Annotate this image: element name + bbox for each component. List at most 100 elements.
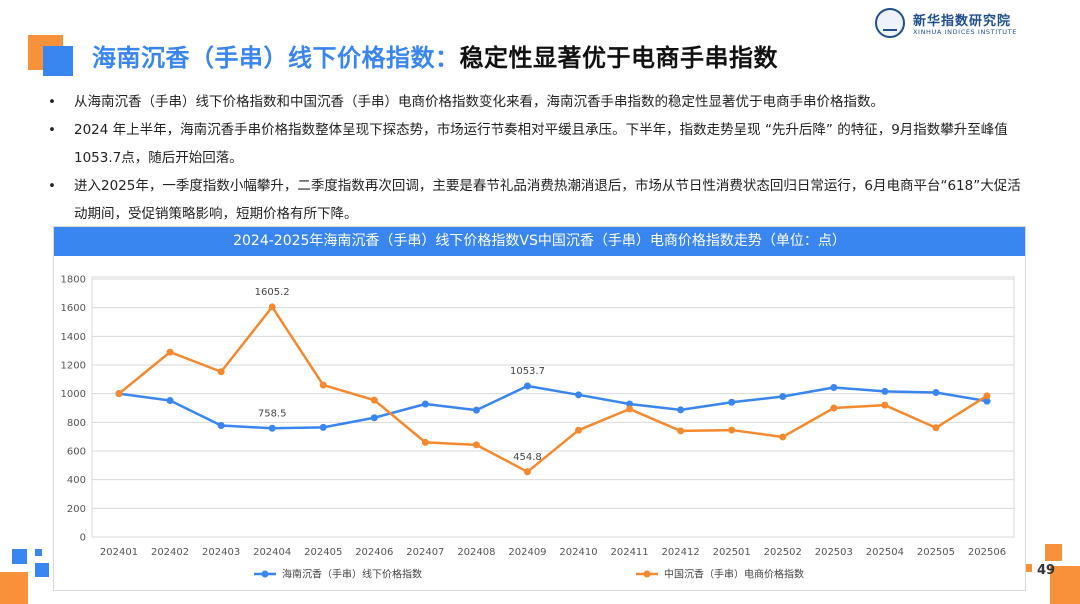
- data-label: 454.8: [513, 452, 542, 463]
- data-point-series2: [575, 426, 583, 434]
- bullet-marker: •: [48, 122, 56, 138]
- legend-label: 中国沉香（手串）电商价格指数: [664, 568, 804, 581]
- data-point-series2: [166, 348, 174, 356]
- data-point-series2: [728, 426, 736, 434]
- data-point-series2: [677, 427, 685, 435]
- bullet-item: • 从海南沉香（手串）线下价格指数和中国沉香（手串）电商价格指数变化来看，海南沉香…: [48, 88, 1028, 116]
- data-label: 758.5: [258, 408, 287, 419]
- page-title-part1: 海南沉香（手串）线下价格指数：: [92, 44, 460, 72]
- data-point-series2: [115, 390, 123, 398]
- data-point-series1: [779, 393, 787, 401]
- y-tick-label: 1400: [61, 332, 86, 343]
- bullet-marker: •: [48, 94, 56, 110]
- deco-square-orange-br2: [1024, 564, 1032, 572]
- chart-container: 2024-2025年海南沉香（手串）线下价格指数VS中国沉香（手串）电商价格指数…: [53, 226, 1026, 591]
- legend-marker-1: [261, 570, 269, 578]
- page-title: 海南沉香（手串）线下价格指数：稳定性显著优于电商手串指数: [92, 38, 778, 73]
- x-tick-label: 202406: [355, 547, 393, 558]
- data-point-series1: [830, 384, 838, 392]
- data-point-series1: [881, 387, 889, 395]
- deco-square-blue-bl1: [12, 549, 27, 564]
- bullet-text: 2024 年上半年，海南沉香手串价格指数整体呈现下探态势，市场运行节奏相对平缓且…: [74, 122, 1008, 166]
- legend-label: 海南沉香（手串）线下价格指数: [282, 568, 422, 581]
- x-tick-label: 202407: [406, 547, 444, 558]
- y-tick-label: 1000: [61, 389, 86, 400]
- data-point-series2: [370, 396, 378, 404]
- page-title-part2: 稳定性显著优于电商手串指数: [459, 44, 778, 72]
- deco-square-orange-br3: [1050, 566, 1080, 604]
- chart-title: 2024-2025年海南沉香（手串）线下价格指数VS中国沉香（手串）电商价格指数…: [54, 227, 1025, 256]
- x-tick-label: 202411: [610, 547, 648, 558]
- bullet-item: • 进入2025年，一季度指数小幅攀升，二季度指数再次回调，主要是春节礼品消费热潮…: [48, 172, 1028, 228]
- data-point-series1: [217, 421, 225, 429]
- x-tick-label: 202408: [457, 547, 495, 558]
- series-line-2: [118, 305, 988, 474]
- data-point-series2: [626, 405, 634, 413]
- data-point-series2: [830, 404, 838, 412]
- deco-square-blue-bl3: [35, 563, 49, 577]
- bullet-text: 进入2025年，一季度指数小幅攀升，二季度指数再次回调，主要是春节礼品消费热潮消…: [74, 178, 1021, 222]
- y-tick-label: 600: [67, 447, 86, 458]
- data-point-series2: [983, 392, 991, 400]
- data-label: 1053.7: [510, 366, 545, 377]
- x-tick-label: 202401: [100, 547, 138, 558]
- y-tick-label: 1800: [61, 275, 86, 286]
- y-tick-label: 400: [67, 475, 86, 486]
- y-tick-label: 1600: [61, 303, 86, 314]
- x-tick-label: 202404: [253, 547, 291, 558]
- data-point-series1: [932, 389, 940, 397]
- data-point-series1: [523, 382, 531, 390]
- x-tick-label: 202505: [917, 547, 955, 558]
- data-point-series2: [932, 424, 940, 432]
- data-point-series1: [677, 406, 685, 414]
- x-tick-label: 202405: [304, 547, 342, 558]
- data-point-series1: [268, 424, 276, 432]
- legend-marker-2: [643, 570, 651, 578]
- x-tick-label: 202403: [202, 547, 240, 558]
- data-point-series2: [319, 381, 327, 389]
- data-point-series2: [472, 441, 480, 449]
- x-tick-label: 202410: [559, 547, 597, 558]
- x-tick-label: 202502: [764, 547, 802, 558]
- data-point-series2: [421, 438, 429, 446]
- y-tick-label: 800: [67, 418, 86, 429]
- x-tick-label: 202501: [713, 547, 751, 558]
- page-number: 49: [1037, 563, 1056, 578]
- series-line-1: [118, 384, 988, 430]
- y-tick-label: 1200: [61, 361, 86, 372]
- data-point-series1: [166, 397, 174, 405]
- data-point-series2: [779, 433, 787, 441]
- deco-square-blue-top: [43, 46, 73, 76]
- plot-frame: [91, 276, 1015, 538]
- x-tick-label: 202409: [508, 547, 546, 558]
- deco-square-orange-br1: [1045, 544, 1062, 561]
- data-point-series2: [217, 368, 225, 376]
- deco-square-blue-bl2: [35, 549, 42, 556]
- bullet-marker: •: [48, 178, 56, 194]
- data-point-series1: [319, 423, 327, 431]
- data-label: 1605.2: [255, 287, 290, 298]
- data-point-series1: [983, 397, 991, 405]
- y-tick-label: 0: [80, 533, 86, 544]
- line-chart: 0 200 400 600 800 1000 1200 1400 1600 1800 202401 2…: [61, 275, 1015, 581]
- brand-logo: 新华指数研究院 XINHUA INDICES INSTITUTE: [875, 8, 1035, 40]
- bullet-item: • 2024 年上半年，海南沉香手串价格指数整体呈现下探态势，市场运行节奏相对平缓…: [48, 116, 1028, 172]
- data-point-series1: [728, 398, 736, 406]
- data-point-series1: [472, 406, 480, 414]
- logo-seal-icon: [875, 8, 905, 38]
- bullet-list: • 从海南沉香（手串）线下价格指数和中国沉香（手串）电商价格指数变化来看，海南沉香…: [48, 88, 1028, 228]
- logo-name: 新华指数研究院: [913, 14, 1012, 29]
- data-point-series2: [881, 401, 889, 409]
- y-tick-label: 200: [67, 504, 86, 515]
- x-tick-label: 202506: [968, 547, 1006, 558]
- deco-square-orange-bl: [0, 572, 28, 604]
- x-tick-label: 202402: [151, 547, 189, 558]
- x-tick-label: 202504: [866, 547, 904, 558]
- logo-english-name: XINHUA INDICES INSTITUTE: [913, 28, 1017, 36]
- data-point-series2: [268, 303, 276, 311]
- bullet-text: 从海南沉香（手串）线下价格指数和中国沉香（手串）电商价格指数变化来看，海南沉香手…: [74, 94, 884, 110]
- x-tick-label: 202412: [662, 547, 700, 558]
- data-point-series1: [575, 391, 583, 399]
- data-point-series1: [626, 400, 634, 408]
- data-point-series1: [421, 400, 429, 408]
